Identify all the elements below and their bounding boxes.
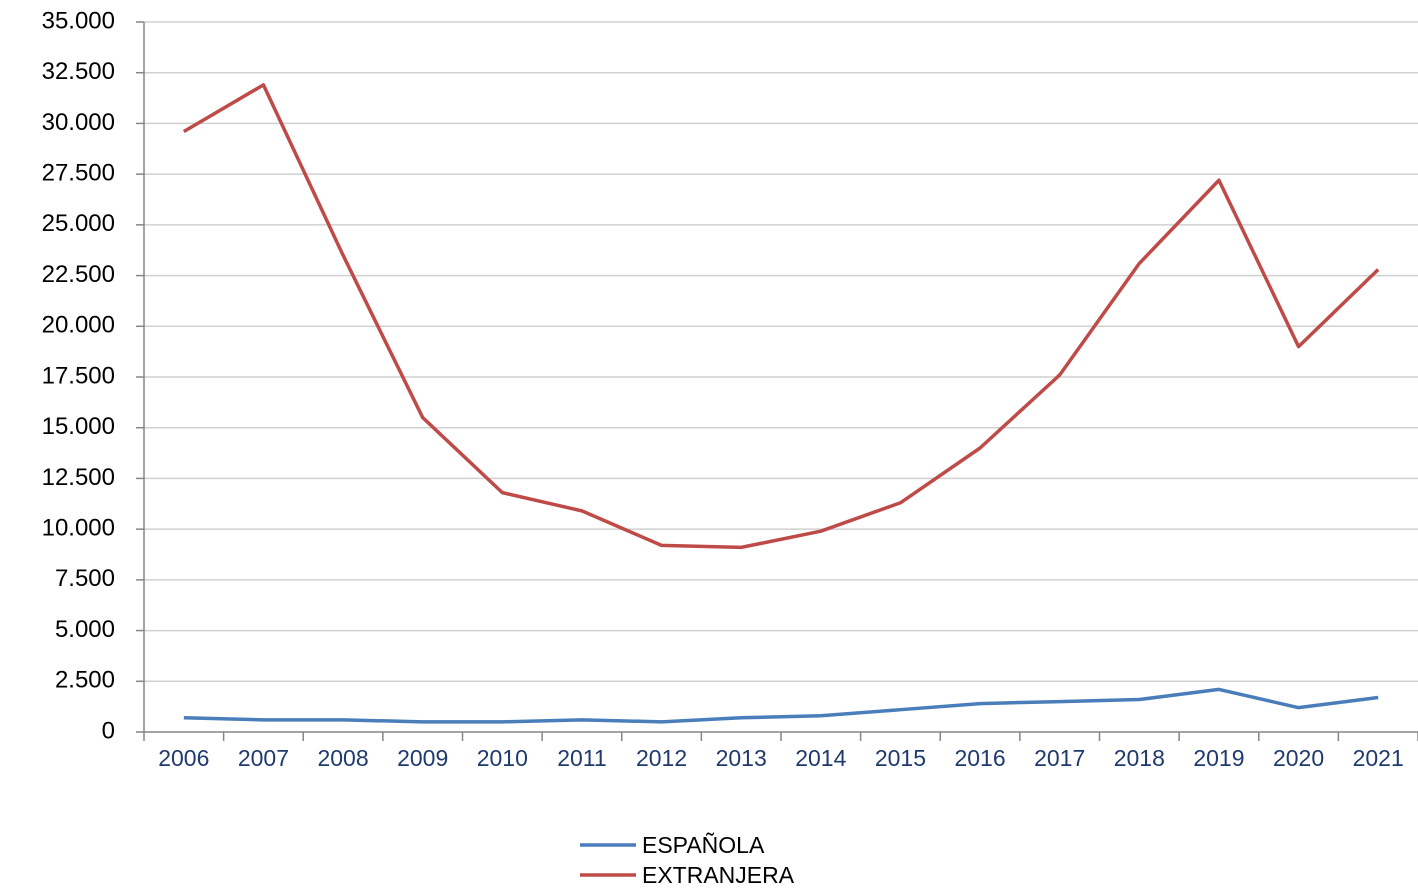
y-tick-label: 10.000 xyxy=(42,514,115,541)
legend-label: EXTRANJERA xyxy=(642,862,795,888)
x-tick-label: 2006 xyxy=(158,745,209,771)
x-tick-label: 2009 xyxy=(397,745,448,771)
y-tick-label: 30.000 xyxy=(42,109,115,136)
legend-label: ESPAÑOLA xyxy=(642,832,765,858)
series-line xyxy=(182,83,1380,550)
y-tick-label: 0 xyxy=(102,717,115,744)
y-tick-label: 5.000 xyxy=(55,616,115,643)
y-tick-label: 7.500 xyxy=(55,565,115,592)
x-tick-label: 2016 xyxy=(954,745,1005,771)
y-tick-label: 12.500 xyxy=(42,464,115,491)
x-tick-label: 2018 xyxy=(1114,745,1165,771)
y-tick-label: 22.500 xyxy=(42,261,115,288)
y-tick-label: 15.000 xyxy=(42,413,115,440)
y-tick-label: 35.000 xyxy=(42,7,115,34)
x-tick-label: 2014 xyxy=(795,745,846,771)
y-tick-label: 17.500 xyxy=(42,362,115,389)
x-tick-label: 2008 xyxy=(317,745,368,771)
y-tick-label: 20.000 xyxy=(42,312,115,339)
x-tick-label: 2019 xyxy=(1193,745,1244,771)
x-tick-label: 2011 xyxy=(557,745,606,771)
y-tick-label: 25.000 xyxy=(42,210,115,237)
x-tick-label: 2010 xyxy=(477,745,528,771)
x-tick-label: 2015 xyxy=(875,745,926,771)
x-tick-label: 2021 xyxy=(1353,745,1404,771)
y-tick-label: 27.500 xyxy=(42,159,115,186)
x-tick-label: 2020 xyxy=(1273,745,1324,771)
x-tick-label: 2012 xyxy=(636,745,687,771)
y-tick-label: 2.500 xyxy=(55,667,115,694)
series-line xyxy=(183,687,1379,724)
y-tick-label: 32.500 xyxy=(42,58,115,85)
x-tick-label: 2013 xyxy=(716,745,767,771)
x-tick-label: 2007 xyxy=(238,745,289,771)
x-tick-label: 2017 xyxy=(1034,745,1085,771)
